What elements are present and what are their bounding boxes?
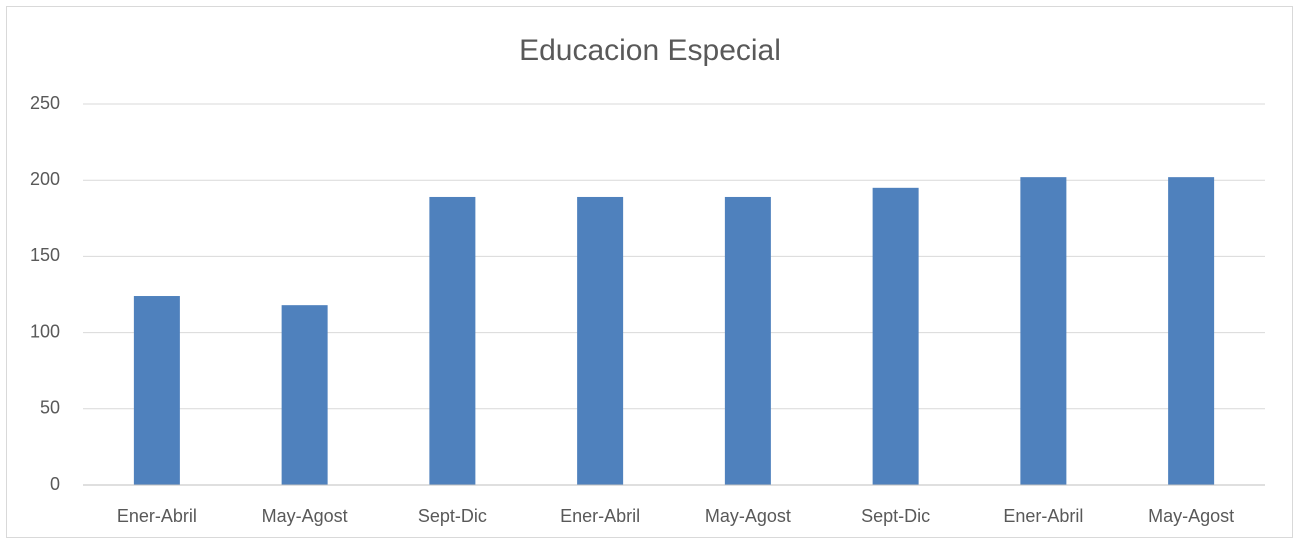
bar xyxy=(1168,177,1215,486)
x-tick-label: May-Agost xyxy=(1148,506,1234,526)
bar xyxy=(872,187,919,485)
y-tick-label: 150 xyxy=(30,245,60,265)
bar xyxy=(133,296,180,485)
x-tick-label: Sept-Dic xyxy=(418,506,487,526)
y-tick-label: 250 xyxy=(30,93,60,113)
y-tick-label: 50 xyxy=(40,398,60,418)
x-tick-label: Sept-Dic xyxy=(861,506,930,526)
x-tick-label: May-Agost xyxy=(262,506,348,526)
x-tick-label: May-Agost xyxy=(705,506,791,526)
y-tick-label: 0 xyxy=(50,474,60,494)
bar xyxy=(1020,177,1067,486)
y-tick-label: 200 xyxy=(30,169,60,189)
chart-title: Educacion Especial xyxy=(519,34,781,67)
x-tick-label: Ener-Abril xyxy=(560,506,640,526)
bar xyxy=(577,196,624,486)
y-tick-label: 100 xyxy=(30,321,60,341)
bar xyxy=(724,196,771,486)
bar xyxy=(429,196,476,486)
x-tick-label: Ener-Abril xyxy=(1003,506,1083,526)
x-tick-label: Ener-Abril xyxy=(117,506,197,526)
bar xyxy=(281,305,328,485)
chart-border xyxy=(6,6,1293,538)
